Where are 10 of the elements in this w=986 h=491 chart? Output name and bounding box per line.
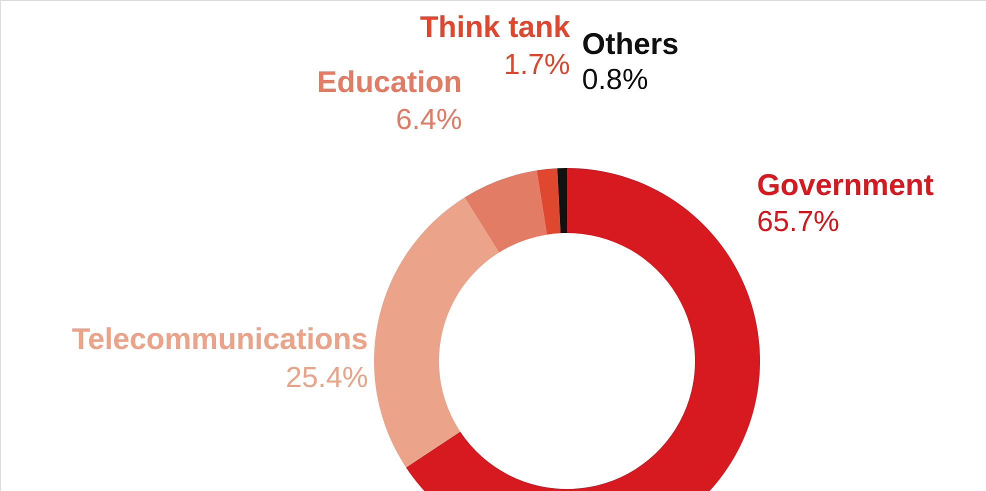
data-label: 1.7% xyxy=(504,49,570,81)
slice-label: Government xyxy=(757,169,934,202)
slice-label: Telecommunications xyxy=(72,323,368,356)
data-label: 25.4% xyxy=(286,362,368,394)
data-label: 0.8% xyxy=(582,64,648,96)
data-label: 65.7% xyxy=(757,206,840,238)
slice-label: Others xyxy=(582,28,679,61)
slice-label: Think tank xyxy=(420,11,570,44)
data-label: 6.4% xyxy=(396,104,462,136)
slice-label: Education xyxy=(316,66,462,99)
